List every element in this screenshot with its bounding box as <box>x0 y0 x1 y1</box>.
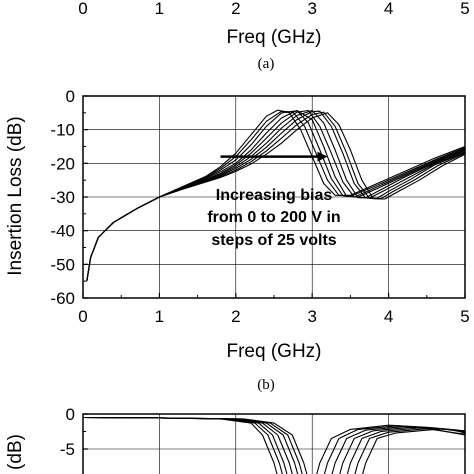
panel-a-x-tick-label: 4 <box>384 0 393 18</box>
panel-c: 0 -5 (dB) <box>5 405 466 474</box>
panel-a-x-tick-label: 2 <box>231 0 240 18</box>
panel-b-x-tick-label: 2 <box>231 307 240 326</box>
bias-arrow-head <box>317 151 328 162</box>
annotation-line-1: Increasing bias <box>216 187 333 204</box>
panel-a-x-axis-label: Freq (GHz) <box>227 27 322 48</box>
panel-b-y-tick-label: -30 <box>50 188 75 207</box>
panel-a-x-tick-label: 0 <box>78 0 87 18</box>
panel-a-caption: (a) <box>258 56 275 72</box>
panel-b-annotation: Increasing bias from 0 to 200 V in steps… <box>207 151 341 249</box>
panel-b-series-line-9 <box>86 112 466 282</box>
panel-b-y-tick-label: -10 <box>50 121 75 140</box>
panel-a-x-tick-label: 1 <box>155 0 164 18</box>
panel-c-series <box>82 416 466 474</box>
panel-a-x-ticks: 0 1 2 3 4 5 <box>78 0 469 18</box>
annotation-line-3: steps of 25 volts <box>211 232 336 249</box>
panel-a-x-tick-label: 5 <box>460 0 469 18</box>
panel-b-x-tick-label: 0 <box>78 307 87 326</box>
panel-b-y-tick-label: -50 <box>50 255 75 274</box>
panel-b-y-tick-label: -60 <box>50 289 75 308</box>
panel-c-ticks: 0 -5 <box>60 405 88 459</box>
panel-b-x-tick-label: 4 <box>384 307 393 326</box>
panel-b-y-tick-label: -40 <box>50 222 75 241</box>
panel-b-y-tick-label: -20 <box>50 154 75 173</box>
panel-b-y-axis-label: Insertion Loss (dB) <box>5 116 26 275</box>
panel-b-x-tick-label: 5 <box>460 307 469 326</box>
panel-c-y-tick-label: 0 <box>66 405 75 424</box>
panel-b-x-tick-label: 1 <box>155 307 164 326</box>
panel-b-y-tick-label: 0 <box>66 87 75 106</box>
panel-b-x-axis-label: Freq (GHz) <box>227 341 322 362</box>
panel-a-x-tick-label: 3 <box>307 0 316 18</box>
panel-b-x-tick-label: 3 <box>307 307 316 326</box>
panel-b-series <box>86 109 466 282</box>
panel-b-grid <box>83 96 465 298</box>
panel-b-caption: (b) <box>257 377 275 393</box>
annotation-line-2: from 0 to 200 V in <box>207 209 340 226</box>
panel-c-plot-frame <box>82 413 466 474</box>
panel-c-y-axis-label: (dB) <box>5 434 26 470</box>
panel-c-series-line-7 <box>82 416 466 474</box>
panel-c-y-tick-label: -5 <box>60 440 75 459</box>
panel-a: 0 1 2 3 4 5 Freq (GHz) (a) <box>78 0 469 72</box>
panel-b-ticks: 0 1 2 3 4 5 0 -10 -20 -30 -40 -50 -60 <box>50 87 469 326</box>
panel-b: 0 1 2 3 4 5 0 -10 -20 -30 -40 -50 -60 Freq (GHz) Ins… <box>5 87 470 393</box>
